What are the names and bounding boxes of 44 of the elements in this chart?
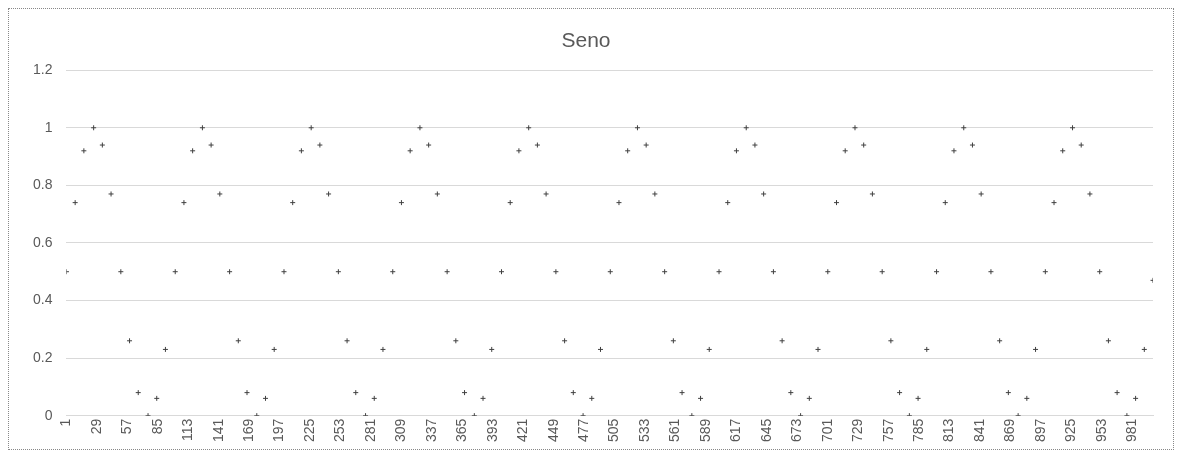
- x-tick-label: 309: [392, 418, 409, 442]
- y-tick-label: 0.8: [32, 176, 53, 193]
- x-tick-label: 645: [757, 418, 774, 442]
- y-tick-label: 0.6: [32, 233, 53, 250]
- y-tick-label: 1: [44, 118, 53, 135]
- y-tick-label: 0: [44, 406, 53, 423]
- x-tick-label: 981: [1123, 418, 1140, 442]
- x-tick-label: 701: [818, 418, 835, 442]
- x-tick-label: 897: [1031, 418, 1048, 442]
- x-tick-label: 533: [635, 418, 652, 442]
- x-tick-label: 281: [361, 418, 378, 442]
- x-tick-label: 561: [666, 418, 683, 442]
- x-tick-label: 841: [970, 418, 987, 442]
- x-tick-label: 225: [300, 418, 317, 442]
- x-tick-label: 393: [483, 418, 500, 442]
- x-tick-label: 785: [910, 418, 927, 442]
- x-tick-label: 813: [940, 418, 957, 442]
- x-tick-label: 617: [727, 418, 744, 442]
- x-tick-label: 869: [1001, 418, 1018, 442]
- x-tick-label: 365: [453, 418, 470, 442]
- x-tick-label: 421: [514, 418, 531, 442]
- x-tick-label: 729: [849, 418, 866, 442]
- x-tick-label: 673: [788, 418, 805, 442]
- x-tick-label: 197: [270, 418, 287, 442]
- x-tick-label: 85: [148, 418, 165, 435]
- chart-title: Seno: [561, 28, 611, 52]
- x-tick-label: 477: [575, 418, 592, 442]
- x-tick-label: 29: [87, 418, 104, 435]
- x-tick-label: 141: [209, 418, 226, 442]
- y-tick-label: 0.4: [32, 291, 53, 308]
- y-tick-label: 0.2: [32, 348, 53, 365]
- y-tick-label: 1.2: [32, 61, 53, 78]
- x-tick-label: 449: [544, 418, 561, 442]
- x-tick-label: 253: [331, 418, 348, 442]
- x-tick-label: 757: [879, 418, 896, 442]
- x-tick-label: 589: [696, 418, 713, 442]
- x-tick-label: 169: [240, 418, 257, 442]
- x-tick-label: 113: [179, 418, 196, 441]
- x-tick-label: 337: [422, 418, 439, 442]
- x-tick-label: 57: [118, 418, 135, 435]
- x-tick-label: 1: [57, 418, 74, 427]
- x-tick-label: 925: [1062, 418, 1079, 442]
- x-tick-label: 505: [605, 418, 622, 442]
- x-tick-label: 953: [1092, 418, 1109, 442]
